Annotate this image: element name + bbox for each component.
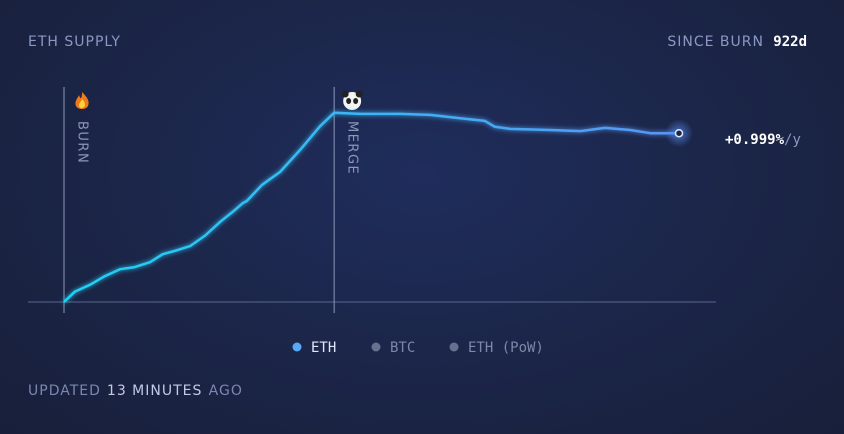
panda-ear [342,91,349,98]
rate-unit: /y [784,132,801,148]
rate: +0.999% [725,132,785,148]
event-label: MERGE [345,121,360,175]
event-icon [342,91,363,111]
footer-suffix: AGO [209,383,243,399]
since-value: 922d [773,34,807,50]
supply-line [64,113,679,302]
legend-dot[interactable] [372,343,381,352]
supply-widget: ETH SUPPLY SINCE BURN 922d UPDATED 13 MIN… [0,0,844,434]
event-label: BURN [75,121,90,164]
legend-label[interactable]: BTC [390,340,415,356]
end-point [676,130,683,137]
end-label: +0.999%/y [725,132,801,148]
footer-prefix: UPDATED [28,383,101,399]
panda-eye [346,98,351,104]
footer: UPDATED 13 MINUTES AGO [28,383,243,399]
panda-ear [356,91,363,98]
event-icon [75,92,88,109]
legend-label[interactable]: ETH (PoW) [468,340,544,356]
legend-dot[interactable] [293,343,302,352]
since-label: SINCE BURN [667,34,764,50]
panda-eye [353,98,358,104]
legend-dot[interactable] [450,343,459,352]
title: ETH SUPPLY [28,34,121,50]
footer-age: 13 MINUTES [107,383,203,399]
legend-label[interactable]: ETH [311,340,336,356]
chart: ETH SUPPLY SINCE BURN 922d UPDATED 13 MIN… [0,0,844,434]
